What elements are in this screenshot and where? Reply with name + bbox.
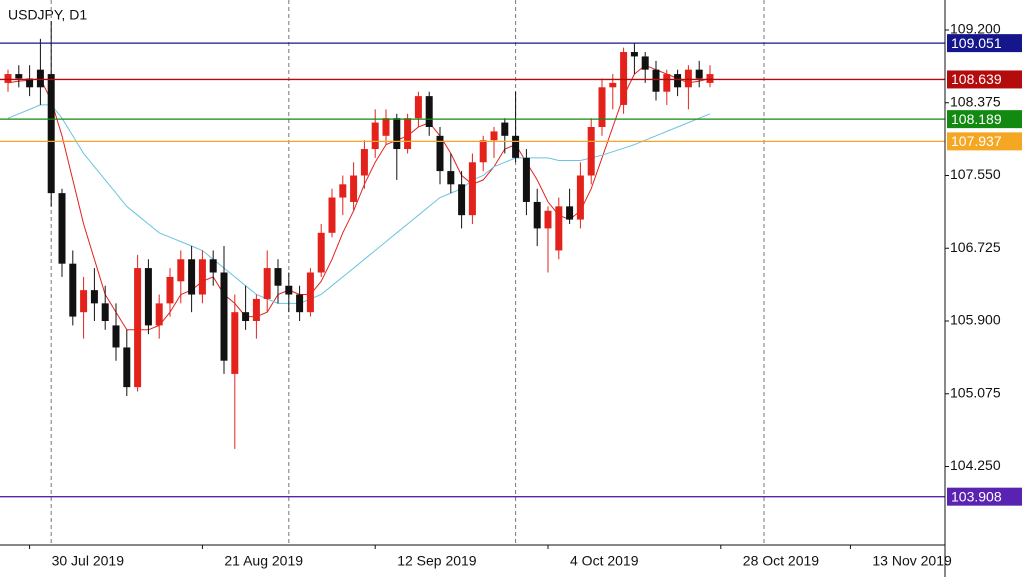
x-tick-label: 12 Sep 2019	[397, 553, 477, 569]
candle-body	[414, 96, 422, 119]
candle-body	[123, 347, 131, 388]
y-tick-label: 107.550	[950, 166, 1001, 182]
candle-body	[609, 82, 617, 88]
candle-body	[350, 175, 358, 202]
candle-body	[490, 131, 498, 141]
candle-body	[382, 118, 390, 136]
candle-body	[101, 303, 109, 322]
candle-body	[220, 272, 228, 361]
candle-body	[501, 122, 509, 136]
candle-body	[69, 263, 77, 317]
candle-body	[544, 210, 552, 229]
level-label: 108.189	[951, 111, 1002, 127]
candle-body	[576, 175, 584, 220]
candle-body	[533, 201, 541, 229]
y-tick-label: 104.250	[950, 457, 1001, 473]
candle-body	[468, 162, 476, 216]
candle-body	[652, 69, 660, 92]
y-tick-label: 108.375	[950, 93, 1001, 109]
candle-body	[144, 268, 152, 326]
candle-body	[296, 294, 304, 313]
candle-body	[706, 74, 714, 83]
moving-average	[7, 64, 711, 331]
level-label-box	[947, 487, 1022, 506]
level-label-box	[947, 34, 1022, 53]
candle-body	[360, 149, 368, 176]
candle-body	[479, 140, 487, 163]
candle-body	[231, 312, 239, 374]
candle-body	[555, 206, 563, 251]
candle-body	[436, 135, 444, 172]
candle-body	[36, 69, 44, 88]
candle-body	[263, 268, 271, 299]
candle-body	[155, 303, 163, 326]
candle-body	[663, 74, 671, 92]
candle-body	[47, 74, 55, 194]
candle-body	[512, 135, 520, 158]
candle-body	[684, 69, 692, 88]
candle-body	[26, 78, 34, 88]
level-label: 108.639	[951, 71, 1002, 87]
y-tick-label: 105.900	[950, 312, 1001, 328]
candle-body	[177, 259, 185, 282]
level-label-box	[947, 132, 1022, 151]
candle-body	[587, 126, 595, 176]
candle-body	[458, 184, 466, 216]
x-tick-label: 4 Oct 2019	[570, 553, 639, 569]
candle-body	[317, 232, 325, 273]
candle-body	[371, 122, 379, 150]
candle-body	[620, 52, 628, 105]
candle-body	[90, 290, 98, 304]
x-tick-label: 30 Jul 2019	[52, 553, 125, 569]
candle-body	[80, 290, 88, 313]
candle-body	[393, 118, 401, 150]
candle-body	[641, 56, 649, 70]
candle-body	[4, 74, 12, 83]
candle-body	[306, 272, 314, 313]
candle-body	[285, 285, 293, 295]
x-tick-label: 13 Nov 2019	[872, 553, 952, 569]
x-tick-label: 28 Oct 2019	[743, 553, 819, 569]
candle-body	[274, 268, 282, 286]
candle-body	[447, 171, 455, 185]
candle-body	[58, 193, 66, 264]
y-tick-label: 105.075	[950, 384, 1001, 400]
y-tick-label: 106.725	[950, 239, 1001, 255]
candle-body	[404, 118, 412, 150]
candle-body	[630, 52, 638, 57]
candle-body	[166, 276, 174, 304]
level-label-box	[947, 110, 1022, 129]
candle-body	[15, 74, 23, 79]
level-label-box	[947, 70, 1022, 89]
level-label: 107.937	[951, 133, 1002, 149]
y-tick-label: 109.200	[950, 21, 1001, 37]
candle-body	[339, 184, 347, 198]
x-tick-label: 21 Aug 2019	[224, 553, 303, 569]
candle-body	[242, 312, 250, 322]
candle-body	[695, 69, 703, 79]
candle-body	[209, 259, 217, 273]
candle-body	[566, 206, 574, 220]
level-label: 109.051	[951, 35, 1002, 51]
candle-body	[198, 259, 206, 295]
candle-body	[674, 74, 682, 88]
candle-body	[112, 325, 120, 348]
candle-body	[425, 96, 433, 127]
candle-body	[598, 87, 606, 127]
candle-body	[328, 197, 336, 233]
candle-body	[188, 259, 196, 295]
candle-body	[522, 157, 530, 202]
level-label: 103.908	[951, 488, 1002, 504]
candle-body	[252, 298, 260, 322]
chart-title: USDJPY, D1	[8, 7, 87, 23]
candle-body	[134, 268, 142, 388]
